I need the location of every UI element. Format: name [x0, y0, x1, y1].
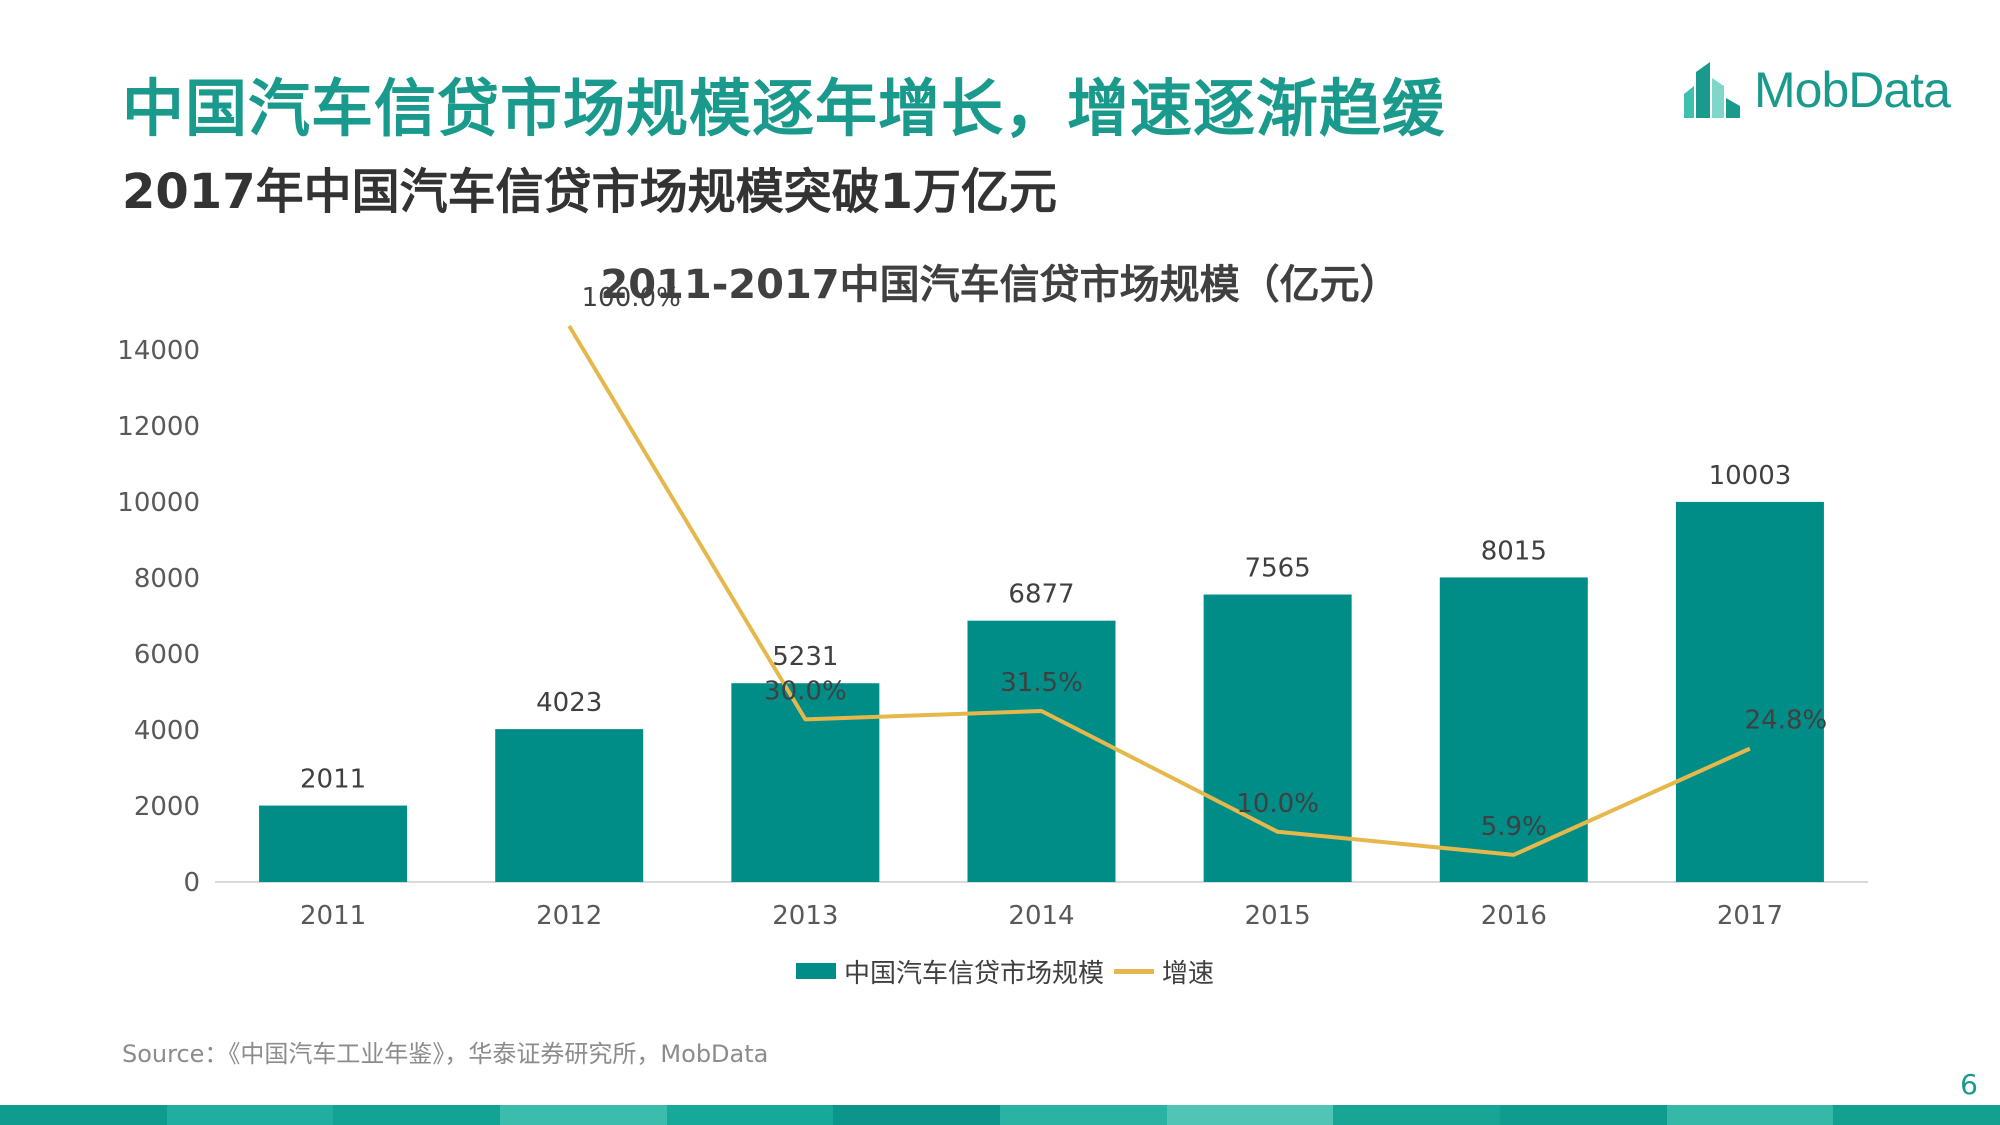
source-note: Source：《中国汽车工业年鉴》，华泰证券研究所，MobData: [122, 1040, 769, 1068]
bar-value-label: 7565: [1245, 554, 1311, 584]
bar-2015: [1203, 594, 1352, 882]
bar-value-label: 10003: [1709, 461, 1792, 491]
legend-bar-label: 中国汽车信贷市场规模: [844, 958, 1105, 989]
growth-value-label: 100.0%: [582, 283, 681, 313]
y-tick-label: 8000: [134, 564, 200, 594]
y-tick-label: 14000: [117, 336, 200, 366]
y-tick-label: 10000: [117, 488, 200, 518]
chart-title: 2011-2017中国汽车信贷市场规模（亿元）: [600, 262, 1399, 308]
y-tick-label: 2000: [134, 792, 200, 822]
page-number: 6: [1960, 1068, 1978, 1101]
band-segment: [333, 1105, 501, 1125]
y-tick-label: 4000: [134, 716, 200, 746]
growth-value-label: 30.0%: [764, 676, 847, 706]
bar-2012: [495, 729, 644, 882]
chart-legend: 中国汽车信贷市场规模 增速: [796, 953, 1214, 989]
bar-2011: [259, 805, 408, 882]
bar-value-label: 2011: [300, 765, 366, 795]
x-tick-label: 2013: [772, 901, 838, 931]
band-segment: [666, 1105, 834, 1125]
bar-value-label: 8015: [1481, 536, 1547, 566]
growth-value-label: 24.8%: [1745, 706, 1828, 736]
band-segment: [1500, 1105, 1667, 1125]
page-title: 中国汽车信贷市场规模逐年增长，增速逐渐趋缓: [122, 72, 1446, 145]
bar-2013: [731, 683, 880, 882]
growth-value-label: 5.9%: [1481, 812, 1547, 842]
band-segment: [1833, 1105, 2000, 1125]
x-tick-label: 2011: [300, 901, 366, 931]
bar-value-label: 6877: [1008, 580, 1074, 610]
y-tick-label: 12000: [117, 412, 200, 442]
y-axis-ticks: 0 2000 4000 6000 8000 10000 12000 14000: [117, 336, 200, 898]
x-tick-label: 2016: [1481, 901, 1547, 931]
band-segment: [1666, 1105, 1834, 1125]
bar-value-label: 5231: [772, 642, 838, 672]
growth-line: [567, 324, 1751, 857]
band-segment: [833, 1105, 1001, 1125]
y-tick-label: 6000: [134, 640, 200, 670]
band-segment: [1000, 1105, 1167, 1125]
growth-value-label: 31.5%: [1000, 668, 1083, 698]
band-segment: [500, 1105, 667, 1125]
bar-value-label: 4023: [536, 688, 602, 718]
growth-value-label: 10.0%: [1236, 789, 1319, 819]
bar-2017: [1675, 501, 1824, 882]
y-tick-label: 0: [183, 868, 200, 898]
band-segment: [1333, 1105, 1501, 1125]
growth-line-series: [567, 324, 1751, 857]
band-segment: [1166, 1105, 1334, 1125]
x-tick-label: 2017: [1717, 901, 1783, 931]
x-tick-label: 2015: [1245, 901, 1311, 931]
x-axis-ticks: 2011 2012 2013 2014 2015 2016 2017: [300, 901, 1783, 931]
logo-mark-icon: [1684, 62, 1740, 118]
legend-line-swatch: [1114, 968, 1155, 974]
x-tick-label: 2012: [536, 901, 602, 931]
bottom-decorative-band: [0, 1105, 2000, 1125]
band-segment: [166, 1105, 334, 1125]
bar-2014: [967, 620, 1116, 882]
bar-value-labels: 2011 4023 5231 6877 7565 8015 10003: [300, 461, 1791, 795]
growth-value-labels: 100.0% 30.0% 31.5% 10.0% 5.9% 24.8%: [582, 283, 1828, 842]
x-tick-label: 2014: [1008, 901, 1074, 931]
legend-bar-swatch: [796, 963, 836, 979]
band-segment: [0, 1105, 167, 1125]
logo-text: MobData: [1754, 62, 1951, 118]
mobdata-logo: MobData: [1684, 60, 1951, 120]
legend-line-label: 增速: [1162, 958, 1215, 989]
page-subtitle: 2017年中国汽车信贷市场规模突破1万亿元: [122, 164, 1057, 220]
